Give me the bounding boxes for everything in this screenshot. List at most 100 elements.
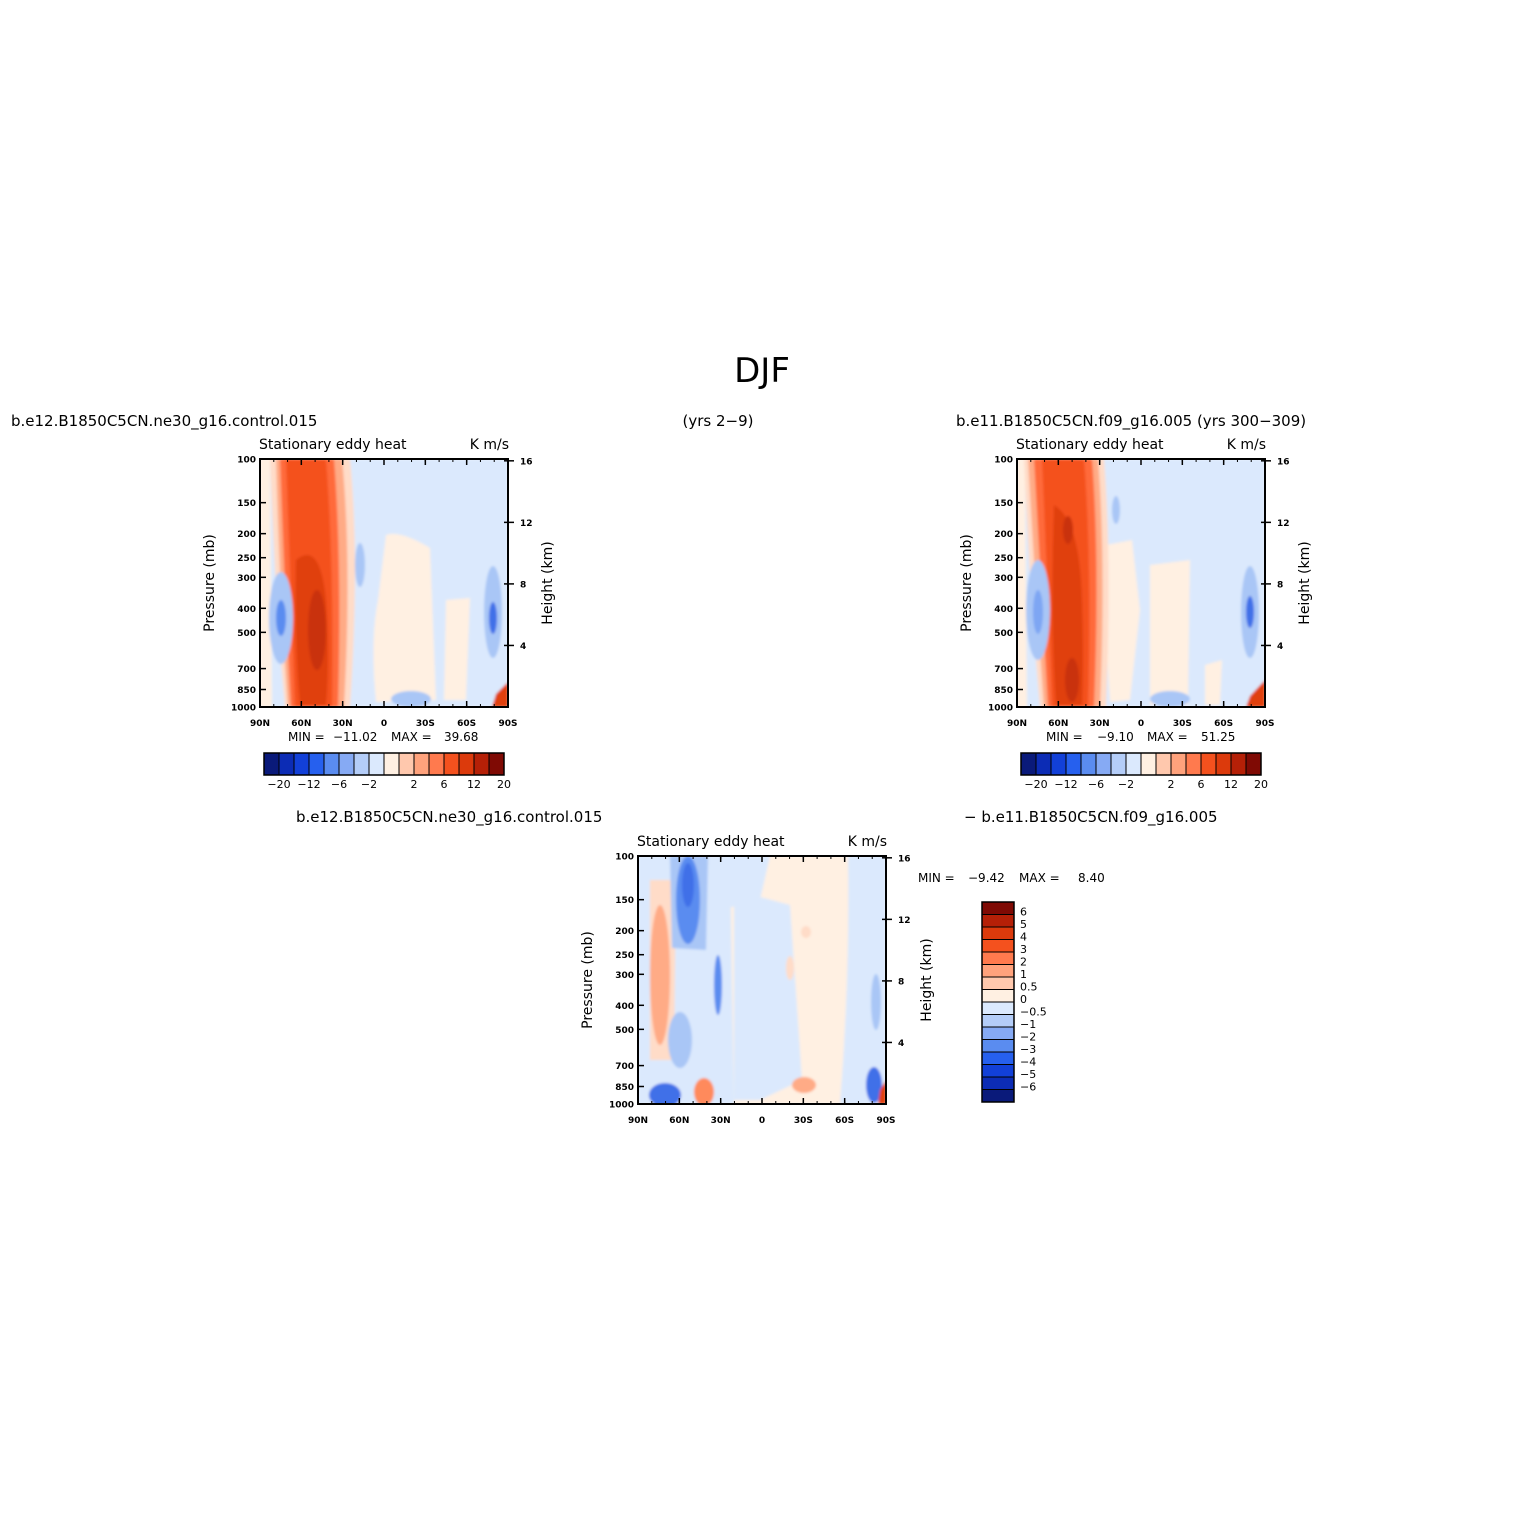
- diff-case-left: b.e12.B1850C5CN.ne30_g16.control.015: [296, 808, 602, 827]
- colorbar-box: [428, 752, 445, 776]
- y-tick-label: 250: [237, 554, 256, 564]
- panel-2-title: Stationary eddy heat: [1016, 437, 1164, 453]
- colorbar-label: 12: [1224, 778, 1238, 791]
- colorbar-box: [338, 752, 355, 776]
- colorbar-box: [981, 1051, 1015, 1065]
- field-negative-jet-core: [682, 863, 694, 907]
- colorbar-label: −2: [1020, 1031, 1036, 1044]
- panel-diff-y2label: Height (km): [919, 938, 935, 1021]
- panel-1-max-value: 39.68: [444, 730, 478, 744]
- y-tick-label: 1000: [988, 704, 1013, 714]
- colorbar-label: −4: [1020, 1056, 1036, 1069]
- panel-diff-max-label: MAX =: [1019, 871, 1060, 885]
- colorbar-box: [981, 1064, 1015, 1078]
- panel-diff-field: [638, 856, 886, 1104]
- field-negative-antarctic: [866, 1067, 882, 1103]
- colorbar-label: 0: [1020, 993, 1027, 1006]
- panel-diff-ticks: 90N 60N 30N 0 30S 60S 90S 100 150 200 250 300 400 500…: [609, 853, 911, 1127]
- colorbar-label: 6: [1198, 778, 1205, 791]
- colorbar-label: −3: [1020, 1043, 1036, 1056]
- colorbar-label: −6: [1020, 1081, 1036, 1094]
- colorbar-box: [1230, 752, 1247, 776]
- colorbar-label: 2: [1168, 778, 1175, 791]
- x-tick-label: 90N: [250, 719, 270, 729]
- colorbar-box: [1200, 752, 1217, 776]
- y-tick-label: 250: [615, 951, 634, 961]
- colorbar-label: −0.5: [1020, 1006, 1047, 1019]
- y2-tick-label: 4: [1277, 642, 1283, 652]
- x-tick-label: 0: [381, 719, 387, 729]
- colorbar-box: [1140, 752, 1157, 776]
- colorbar-box: [981, 914, 1015, 928]
- panel-diff-min-label: MIN =: [918, 871, 955, 885]
- y-tick-label: 500: [237, 629, 256, 639]
- panel-2-field: [1017, 459, 1265, 707]
- panel-1-colorbar: −20 −12 −6 −2 2 6 12 20: [263, 752, 511, 791]
- x-tick-label: 90S: [876, 1116, 895, 1126]
- y-tick-label: 1000: [231, 704, 256, 714]
- x-tick-label: 0: [1138, 719, 1144, 729]
- panel-2-max-label: MAX =: [1147, 730, 1188, 744]
- colorbar-label: 3: [1020, 943, 1027, 956]
- colorbar-box: [413, 752, 430, 776]
- panel-1-y2label: Height (km): [540, 541, 556, 624]
- colorbar-label: −6: [1088, 778, 1104, 791]
- colorbar-box: [398, 752, 415, 776]
- colorbar-box: [1020, 752, 1037, 776]
- y-tick-label: 500: [615, 1026, 634, 1036]
- y-tick-label: 200: [237, 530, 256, 540]
- colorbar-label: 1: [1020, 968, 1027, 981]
- x-tick-label: 60N: [1048, 719, 1068, 729]
- colorbar-frame: [263, 752, 505, 776]
- diff-case-right: − b.e11.B1850C5CN.f09_g16.005: [964, 808, 1218, 827]
- colorbar-box: [1050, 752, 1067, 776]
- field-negative-south-core: [489, 602, 497, 634]
- colorbar-box: [308, 752, 325, 776]
- colorbar-box: [488, 752, 505, 776]
- y-tick-label: 850: [237, 686, 256, 696]
- colorbar-box: [981, 1014, 1015, 1028]
- colorbar-box: [1035, 752, 1052, 776]
- case-name-left: b.e12.B1850C5CN.ne30_g16.control.015: [11, 412, 317, 431]
- field-positive-subtropics: [792, 1077, 816, 1093]
- field-positive-upper: [801, 926, 811, 938]
- colorbar-label: 0.5: [1020, 981, 1038, 994]
- panel-2-ylabel: Pressure (mb): [959, 534, 975, 632]
- x-tick-label: 60S: [457, 719, 476, 729]
- y2-tick-label: 16: [898, 854, 911, 864]
- field-positive-south: [1205, 660, 1222, 705]
- colorbar-label: 6: [441, 778, 448, 791]
- colorbar-label: −12: [297, 778, 320, 791]
- field-jet-max: [308, 590, 326, 670]
- field-jet-max-upper: [1063, 516, 1073, 544]
- colorbar-box: [981, 1026, 1015, 1040]
- panel-1-min-value: −11.02: [333, 730, 377, 744]
- y-tick-label: 850: [615, 1083, 634, 1093]
- panel-diff: Stationary eddy heat K m/s: [580, 834, 1105, 1126]
- x-tick-label: 90N: [628, 1116, 648, 1126]
- panel-1-title: Stationary eddy heat: [259, 437, 407, 453]
- y-tick-label: 400: [615, 1002, 634, 1012]
- colorbar-box: [353, 752, 370, 776]
- field-negative-lower: [668, 1012, 692, 1068]
- colorbar-box: [1080, 752, 1097, 776]
- panel-diff-units: K m/s: [848, 834, 887, 850]
- x-tick-label: 90S: [1255, 719, 1274, 729]
- field-negative-tropics: [734, 890, 802, 1100]
- y-tick-label: 250: [994, 554, 1013, 564]
- x-tick-label: 30N: [1090, 719, 1110, 729]
- panel-diff-ylabel: Pressure (mb): [580, 931, 596, 1029]
- colorbar-box: [981, 1039, 1015, 1053]
- colorbar-box: [981, 901, 1015, 915]
- x-tick-label: 60S: [1214, 719, 1233, 729]
- panel-diff-max-value: 8.40: [1078, 871, 1105, 885]
- y-tick-label: 100: [615, 853, 634, 863]
- colorbar-label: 12: [467, 778, 481, 791]
- colorbar-label: 5: [1020, 918, 1027, 931]
- y-tick-label: 150: [615, 896, 634, 906]
- y-tick-label: 400: [237, 605, 256, 615]
- colorbar-box: [323, 752, 340, 776]
- field-positive-mid: [786, 956, 794, 980]
- colorbar-box: [981, 1076, 1015, 1090]
